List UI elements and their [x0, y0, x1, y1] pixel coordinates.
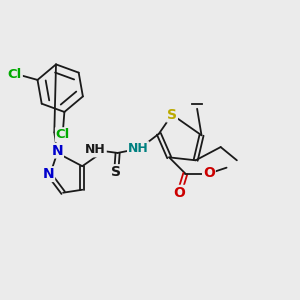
Text: NH: NH — [128, 142, 148, 155]
Text: O: O — [203, 166, 215, 180]
Text: S: S — [111, 165, 121, 179]
Text: N: N — [43, 167, 54, 181]
Text: NH: NH — [85, 143, 106, 157]
Text: O: O — [173, 186, 185, 200]
Text: Cl: Cl — [56, 128, 70, 141]
Text: Cl: Cl — [8, 68, 22, 81]
Text: N: N — [51, 144, 63, 158]
Text: S: S — [167, 108, 177, 122]
